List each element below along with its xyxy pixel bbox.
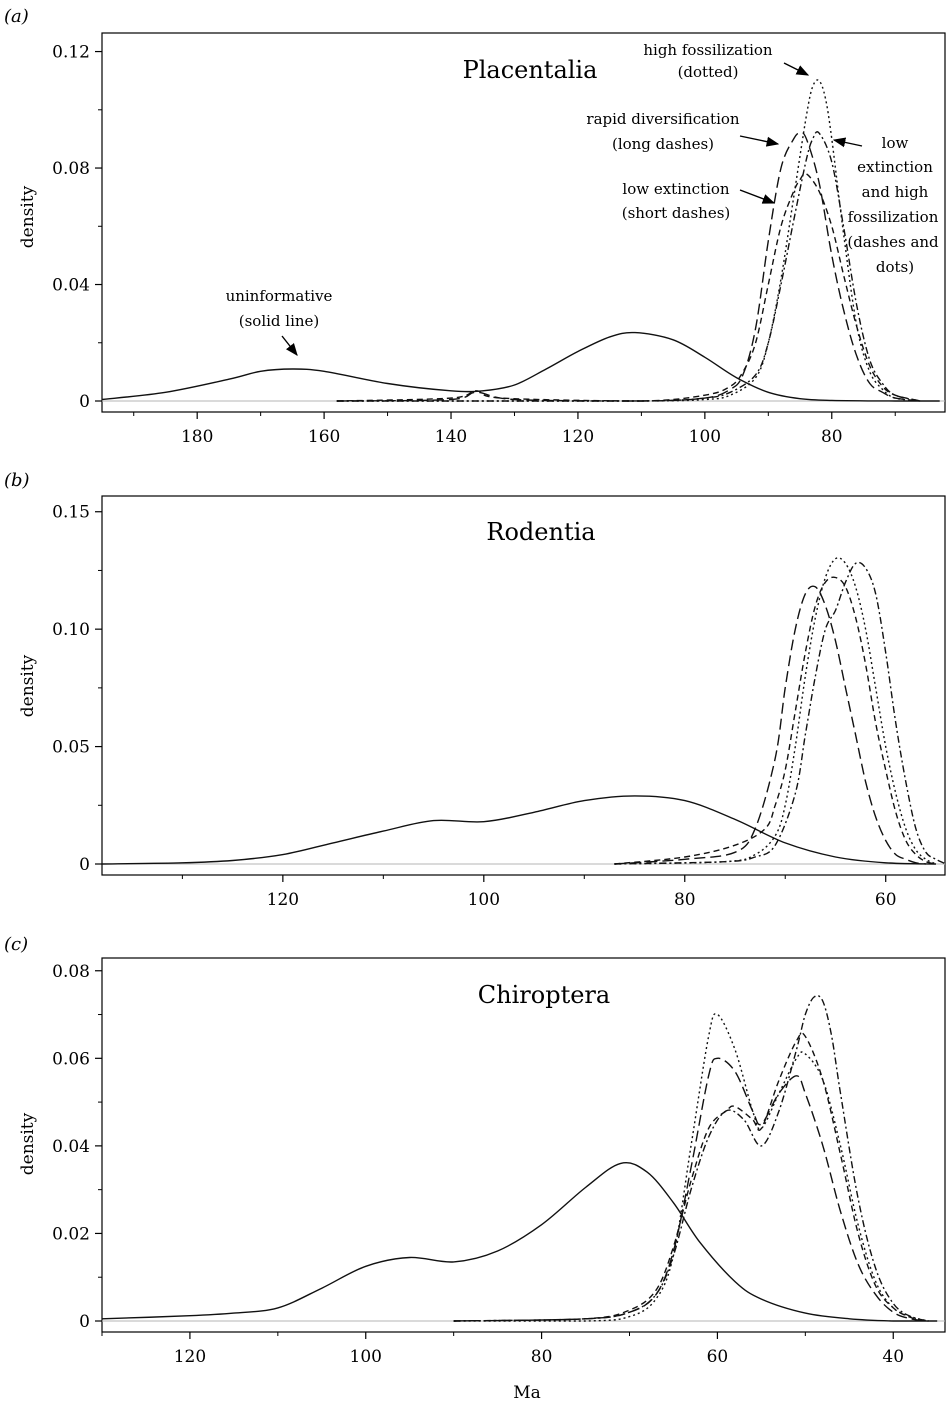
y-tick-label: 0.12 [52, 43, 90, 63]
series-line-dash-dot [453, 994, 929, 1322]
x-axis-title: Ma [513, 1383, 541, 1403]
arrow-high-fossilization [783, 62, 810, 76]
plot-area-c: 0 0.02 0.04 0.06 0.08 120 100 80 60 40 [52, 957, 946, 1367]
y-tick-label: 0.08 [52, 159, 90, 179]
x-tick-label: 60 [707, 1347, 729, 1367]
y-tick-label: 0.05 [52, 738, 90, 758]
arrow-uninformative [281, 335, 298, 356]
plot-frame [101, 957, 946, 1333]
x-tick-label: 80 [821, 427, 843, 447]
plot-area-b: 0 0.05 0.10 0.15 120 100 80 60 [52, 495, 946, 910]
panel-b: (b) density Rodentia 0 0.05 0.10 0.15 120 100… [4, 470, 946, 910]
arrow-low-extinction [739, 189, 776, 204]
y-tick-label: 0.04 [52, 276, 90, 296]
annotation-lehf-line5: (dashes and [847, 233, 939, 251]
series-line-dash-dot [336, 131, 921, 402]
chart-title-rodentia: Rodentia [486, 518, 595, 546]
annotation-uninformative-line1: uninformative [226, 287, 333, 305]
y-tick-label: 0 [79, 392, 90, 412]
series-line-short-dash [336, 172, 921, 402]
annotation-lehf-line2: extinction [857, 158, 933, 176]
y-axis-title-b: density [18, 654, 38, 717]
annotation-uninformative: uninformative (solid line) [226, 287, 333, 356]
series-line-dash-dot [614, 561, 946, 865]
y-tick-label: 0.15 [52, 503, 90, 523]
x-tick-label: 180 [181, 427, 213, 447]
annotation-lehf-line1: low [882, 134, 909, 152]
x-tick-label: 120 [267, 890, 299, 910]
annotation-lehf-line3: and high [862, 183, 929, 201]
x-tick-label: 100 [468, 890, 500, 910]
annotation-uninformative-line2: (solid line) [239, 312, 320, 330]
annotation-high-fossilization: high fossilization (dotted) [643, 41, 810, 81]
x-tick-label: 100 [350, 1347, 382, 1367]
chart-title-placentalia: Placentalia [463, 56, 598, 84]
annotation-low-extinction-high-fossilization: low extinction and high fossilization (d… [832, 134, 939, 276]
panel-a: (a) density Placentalia 0 0.04 0.08 0.12 180… [4, 6, 946, 447]
arrow-low-extinction-high-fossilization [832, 137, 863, 148]
chart-title-chiroptera: Chiroptera [478, 981, 610, 1009]
x-tick-label: 60 [875, 890, 897, 910]
panel-label-a: (a) [4, 6, 29, 27]
y-tick-label: 0 [79, 1312, 90, 1332]
y-tick-label: 0 [79, 855, 90, 875]
annotation-high-fossilization-line1: high fossilization [643, 41, 773, 59]
series-line-short-dash [453, 1032, 929, 1322]
annotation-rapid-diversification-line2: (long dashes) [612, 135, 714, 153]
annotation-high-fossilization-line2: (dotted) [678, 63, 739, 81]
x-tick-label: 120 [562, 427, 594, 447]
x-tick-label: 160 [308, 427, 340, 447]
annotation-low-extinction-line2: (short dashes) [622, 204, 731, 222]
annotation-lehf-line4: fossilization [848, 208, 939, 226]
x-tick-label: 140 [435, 427, 467, 447]
arrow-rapid-diversification [739, 135, 780, 147]
plot-area-a: 0 0.04 0.08 0.12 180 160 140 120 100 80 [52, 32, 946, 447]
annotation-low-extinction-line1: low extinction [622, 180, 730, 198]
series-line-solid [101, 331, 940, 402]
y-tick-label: 0.04 [52, 1137, 90, 1157]
annotation-lehf-line6: dots) [876, 258, 914, 276]
annotation-rapid-diversification-line1: rapid diversification [586, 110, 740, 128]
annotation-low-extinction: low extinction (short dashes) [622, 180, 776, 222]
series-line-solid [101, 1162, 938, 1322]
x-tick-label: 80 [674, 890, 696, 910]
series-line-short-dash [614, 576, 937, 865]
series-line-long-dash [453, 1057, 929, 1322]
x-tick-label: 40 [882, 1347, 904, 1367]
y-tick-label: 0.08 [52, 962, 90, 982]
y-tick-label: 0.02 [52, 1224, 90, 1244]
panel-label-b: (b) [4, 470, 30, 491]
y-tick-label: 0.10 [52, 620, 90, 640]
series-line-dotted [614, 557, 937, 865]
y-axis-title-a: density [18, 185, 38, 248]
panel-c: (c) density Chiroptera 0 0.02 0.04 0.06 0.08… [4, 934, 946, 1403]
plot-frame [101, 32, 946, 413]
plot-frame [101, 495, 946, 876]
x-tick-label: 100 [689, 427, 721, 447]
series-line-solid [101, 795, 937, 865]
series-line-dotted [453, 1013, 929, 1322]
series-line-long-dash [614, 585, 926, 865]
x-tick-label: 80 [531, 1347, 553, 1367]
series-line-long-dash [336, 132, 921, 402]
y-tick-label: 0.06 [52, 1049, 90, 1069]
x-tick-label: 120 [174, 1347, 206, 1367]
panel-label-c: (c) [4, 934, 28, 955]
y-axis-title-c: density [18, 1112, 38, 1175]
series-line-dotted [336, 79, 921, 402]
annotation-rapid-diversification: rapid diversification (long dashes) [586, 110, 780, 153]
